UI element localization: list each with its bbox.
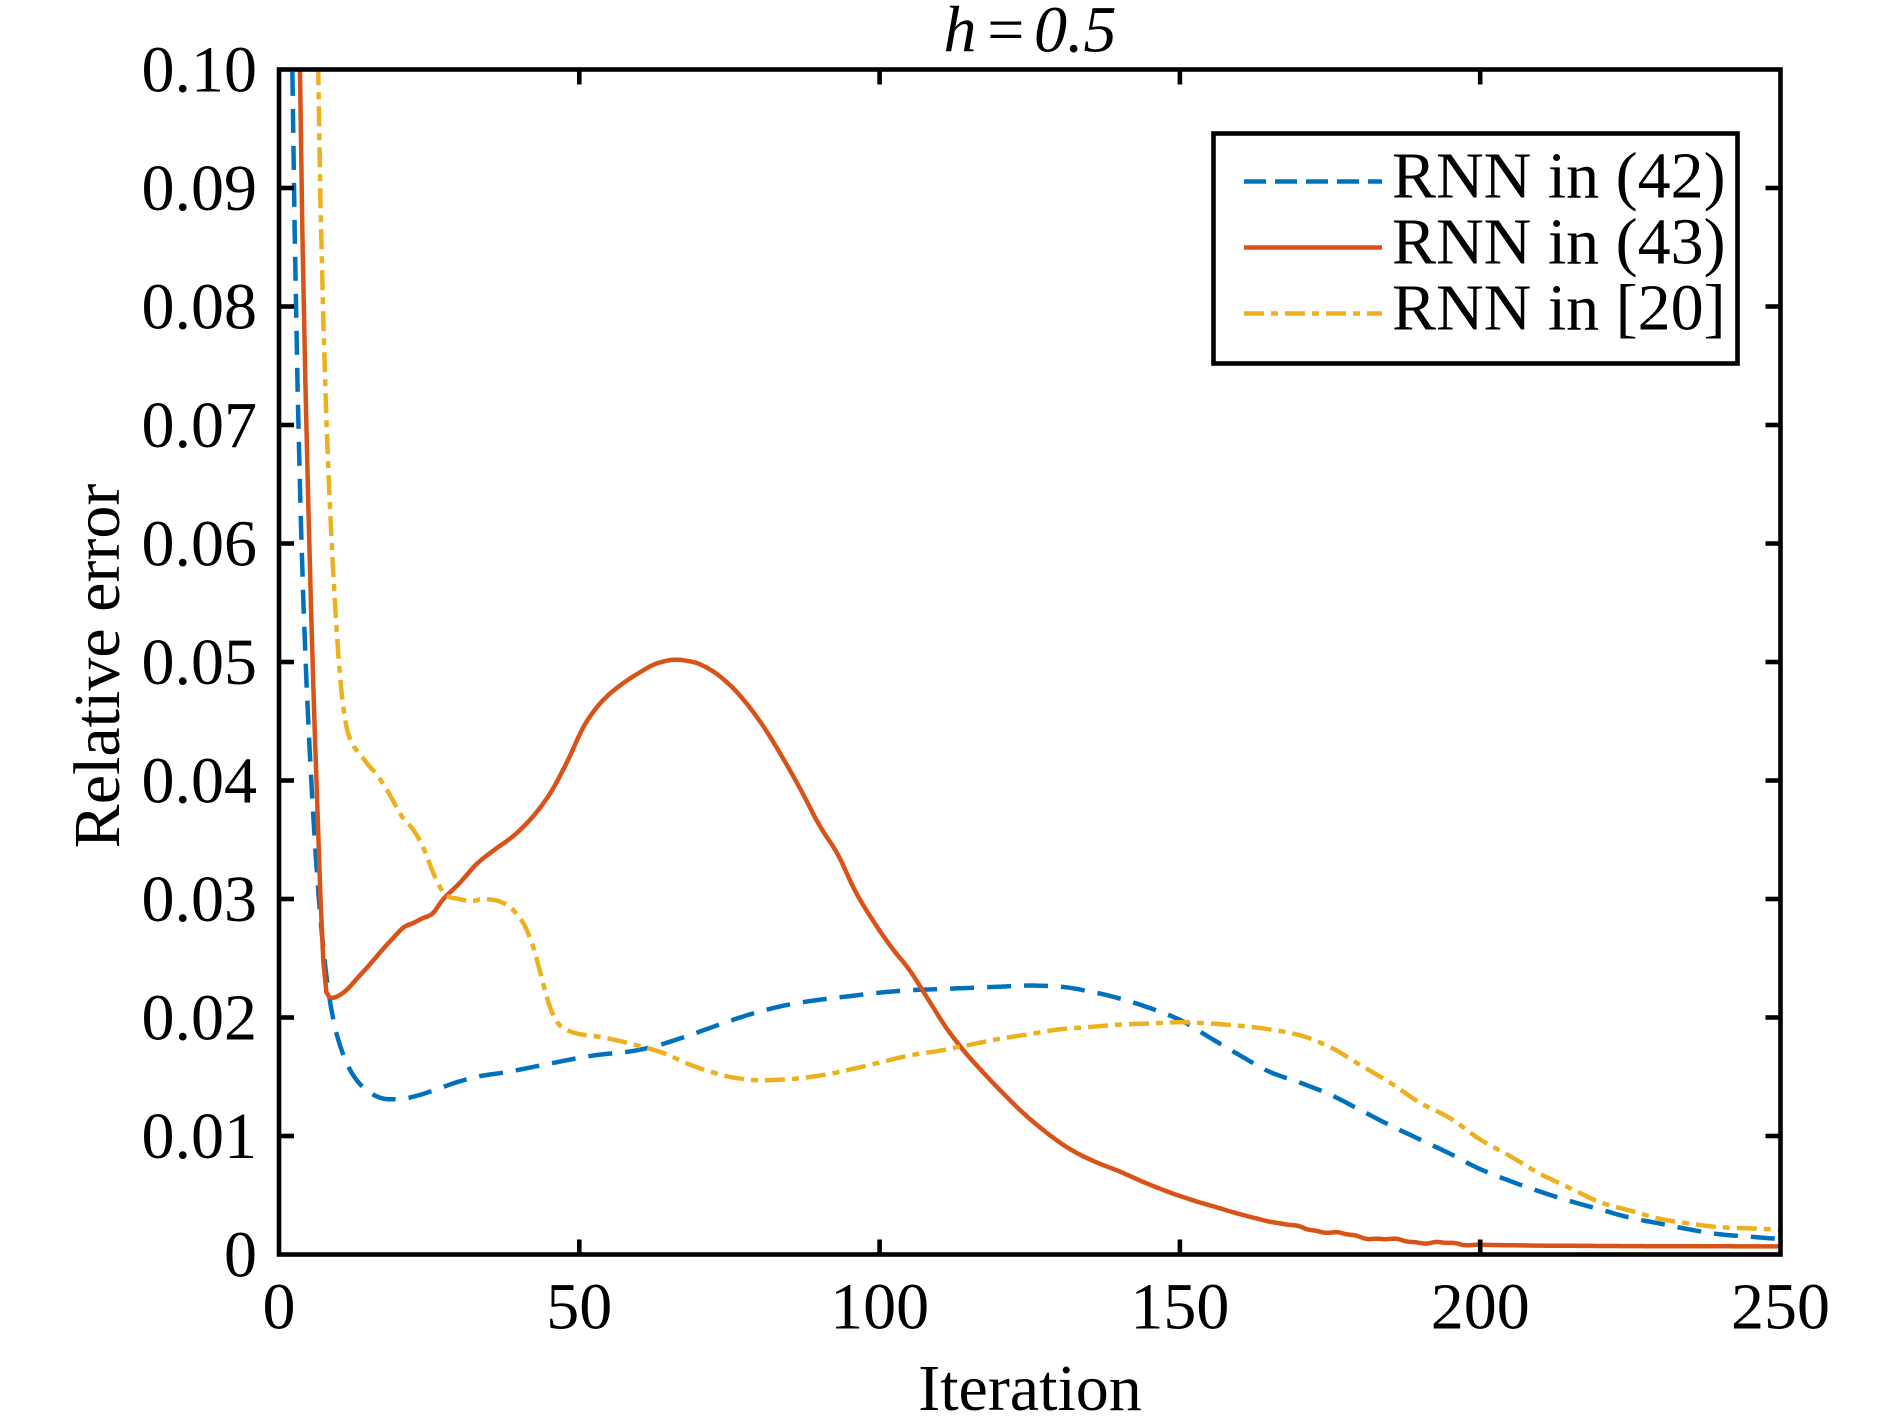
svg-text:0.06: 0.06 xyxy=(142,508,258,581)
svg-text:Iteration: Iteration xyxy=(918,1352,1142,1422)
svg-text:100: 100 xyxy=(830,1271,929,1344)
svg-text:0.05: 0.05 xyxy=(142,626,258,699)
svg-text:0: 0 xyxy=(263,1271,296,1344)
svg-text:0.01: 0.01 xyxy=(142,1100,258,1173)
svg-text:RNN in (43): RNN in (43) xyxy=(1392,206,1726,279)
svg-text:h = 0.5: h = 0.5 xyxy=(943,0,1116,67)
svg-text:250: 250 xyxy=(1731,1271,1830,1344)
svg-text:0.04: 0.04 xyxy=(142,745,258,818)
svg-text:0.10: 0.10 xyxy=(142,34,258,107)
svg-text:0.07: 0.07 xyxy=(142,389,258,462)
svg-text:RNN in (42): RNN in (42) xyxy=(1392,140,1726,213)
svg-text:0.08: 0.08 xyxy=(142,271,258,344)
svg-text:150: 150 xyxy=(1130,1271,1229,1344)
svg-text:0.03: 0.03 xyxy=(142,863,258,936)
svg-text:RNN in [20]: RNN in [20] xyxy=(1392,272,1726,345)
svg-text:200: 200 xyxy=(1431,1271,1530,1344)
svg-text:Relative error: Relative error xyxy=(61,484,134,849)
svg-text:50: 50 xyxy=(546,1271,612,1344)
svg-text:0.09: 0.09 xyxy=(142,152,258,225)
svg-text:0.02: 0.02 xyxy=(142,982,258,1055)
svg-text:0: 0 xyxy=(224,1219,257,1292)
